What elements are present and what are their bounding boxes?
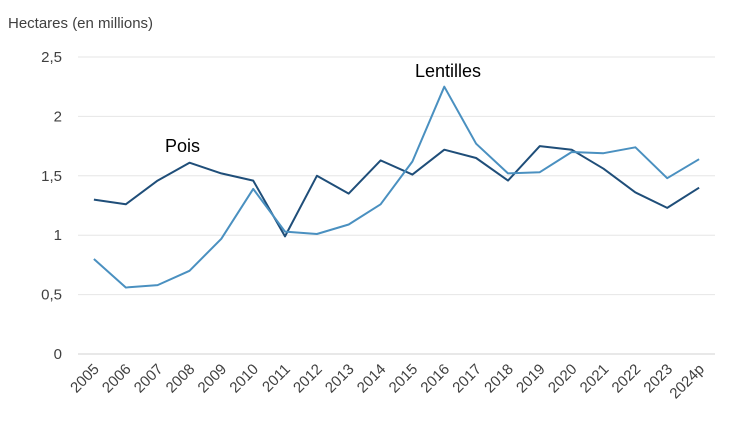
gridlines: [78, 56, 715, 355]
x-tick-label: 2010: [226, 361, 262, 397]
x-tick-label: 2020: [545, 361, 581, 397]
x-tick-label: 2005: [67, 361, 103, 397]
series-label-lentilles: Lentilles: [415, 61, 481, 81]
y-tick-label: 2,5: [41, 49, 62, 66]
y-tick-labels: 0 0,5 1 1,5 2 2,5: [41, 49, 62, 363]
x-tick-label: 2006: [99, 361, 135, 397]
y-tick-label: 0,5: [41, 287, 62, 304]
y-tick-label: 0: [54, 346, 62, 363]
y-tick-label: 1,5: [41, 168, 62, 185]
x-tick-label: 2007: [131, 361, 167, 397]
series-lines: [93, 85, 700, 289]
x-tick-label: 2022: [609, 361, 645, 397]
x-tick-label: 2018: [481, 361, 517, 397]
series-label-pois: Pois: [165, 136, 200, 156]
x-tick-labels: 2005200620072008200920102011201220132014…: [67, 361, 708, 403]
x-tick-label: 2024p: [666, 361, 708, 403]
x-tick-label: 2016: [417, 361, 453, 397]
y-axis-label: Hectares (en millions): [8, 15, 153, 32]
x-tick-label: 2008: [163, 361, 199, 397]
x-tick-label: 2017: [449, 361, 485, 397]
x-tick-label: 2015: [386, 361, 422, 397]
x-tick-label: 2012: [290, 361, 326, 397]
y-tick-label: 2: [54, 108, 62, 125]
y-tick-label: 1: [54, 227, 62, 244]
x-tick-label: 2011: [259, 361, 294, 396]
x-tick-label: 2014: [354, 361, 390, 397]
x-tick-label: 2013: [322, 361, 358, 397]
x-tick-label: 2021: [577, 361, 613, 397]
series-line-pois: [93, 145, 700, 238]
x-tick-label: 2019: [513, 361, 549, 397]
series-line-lentilles: [93, 85, 700, 289]
x-tick-label: 2009: [195, 361, 231, 397]
